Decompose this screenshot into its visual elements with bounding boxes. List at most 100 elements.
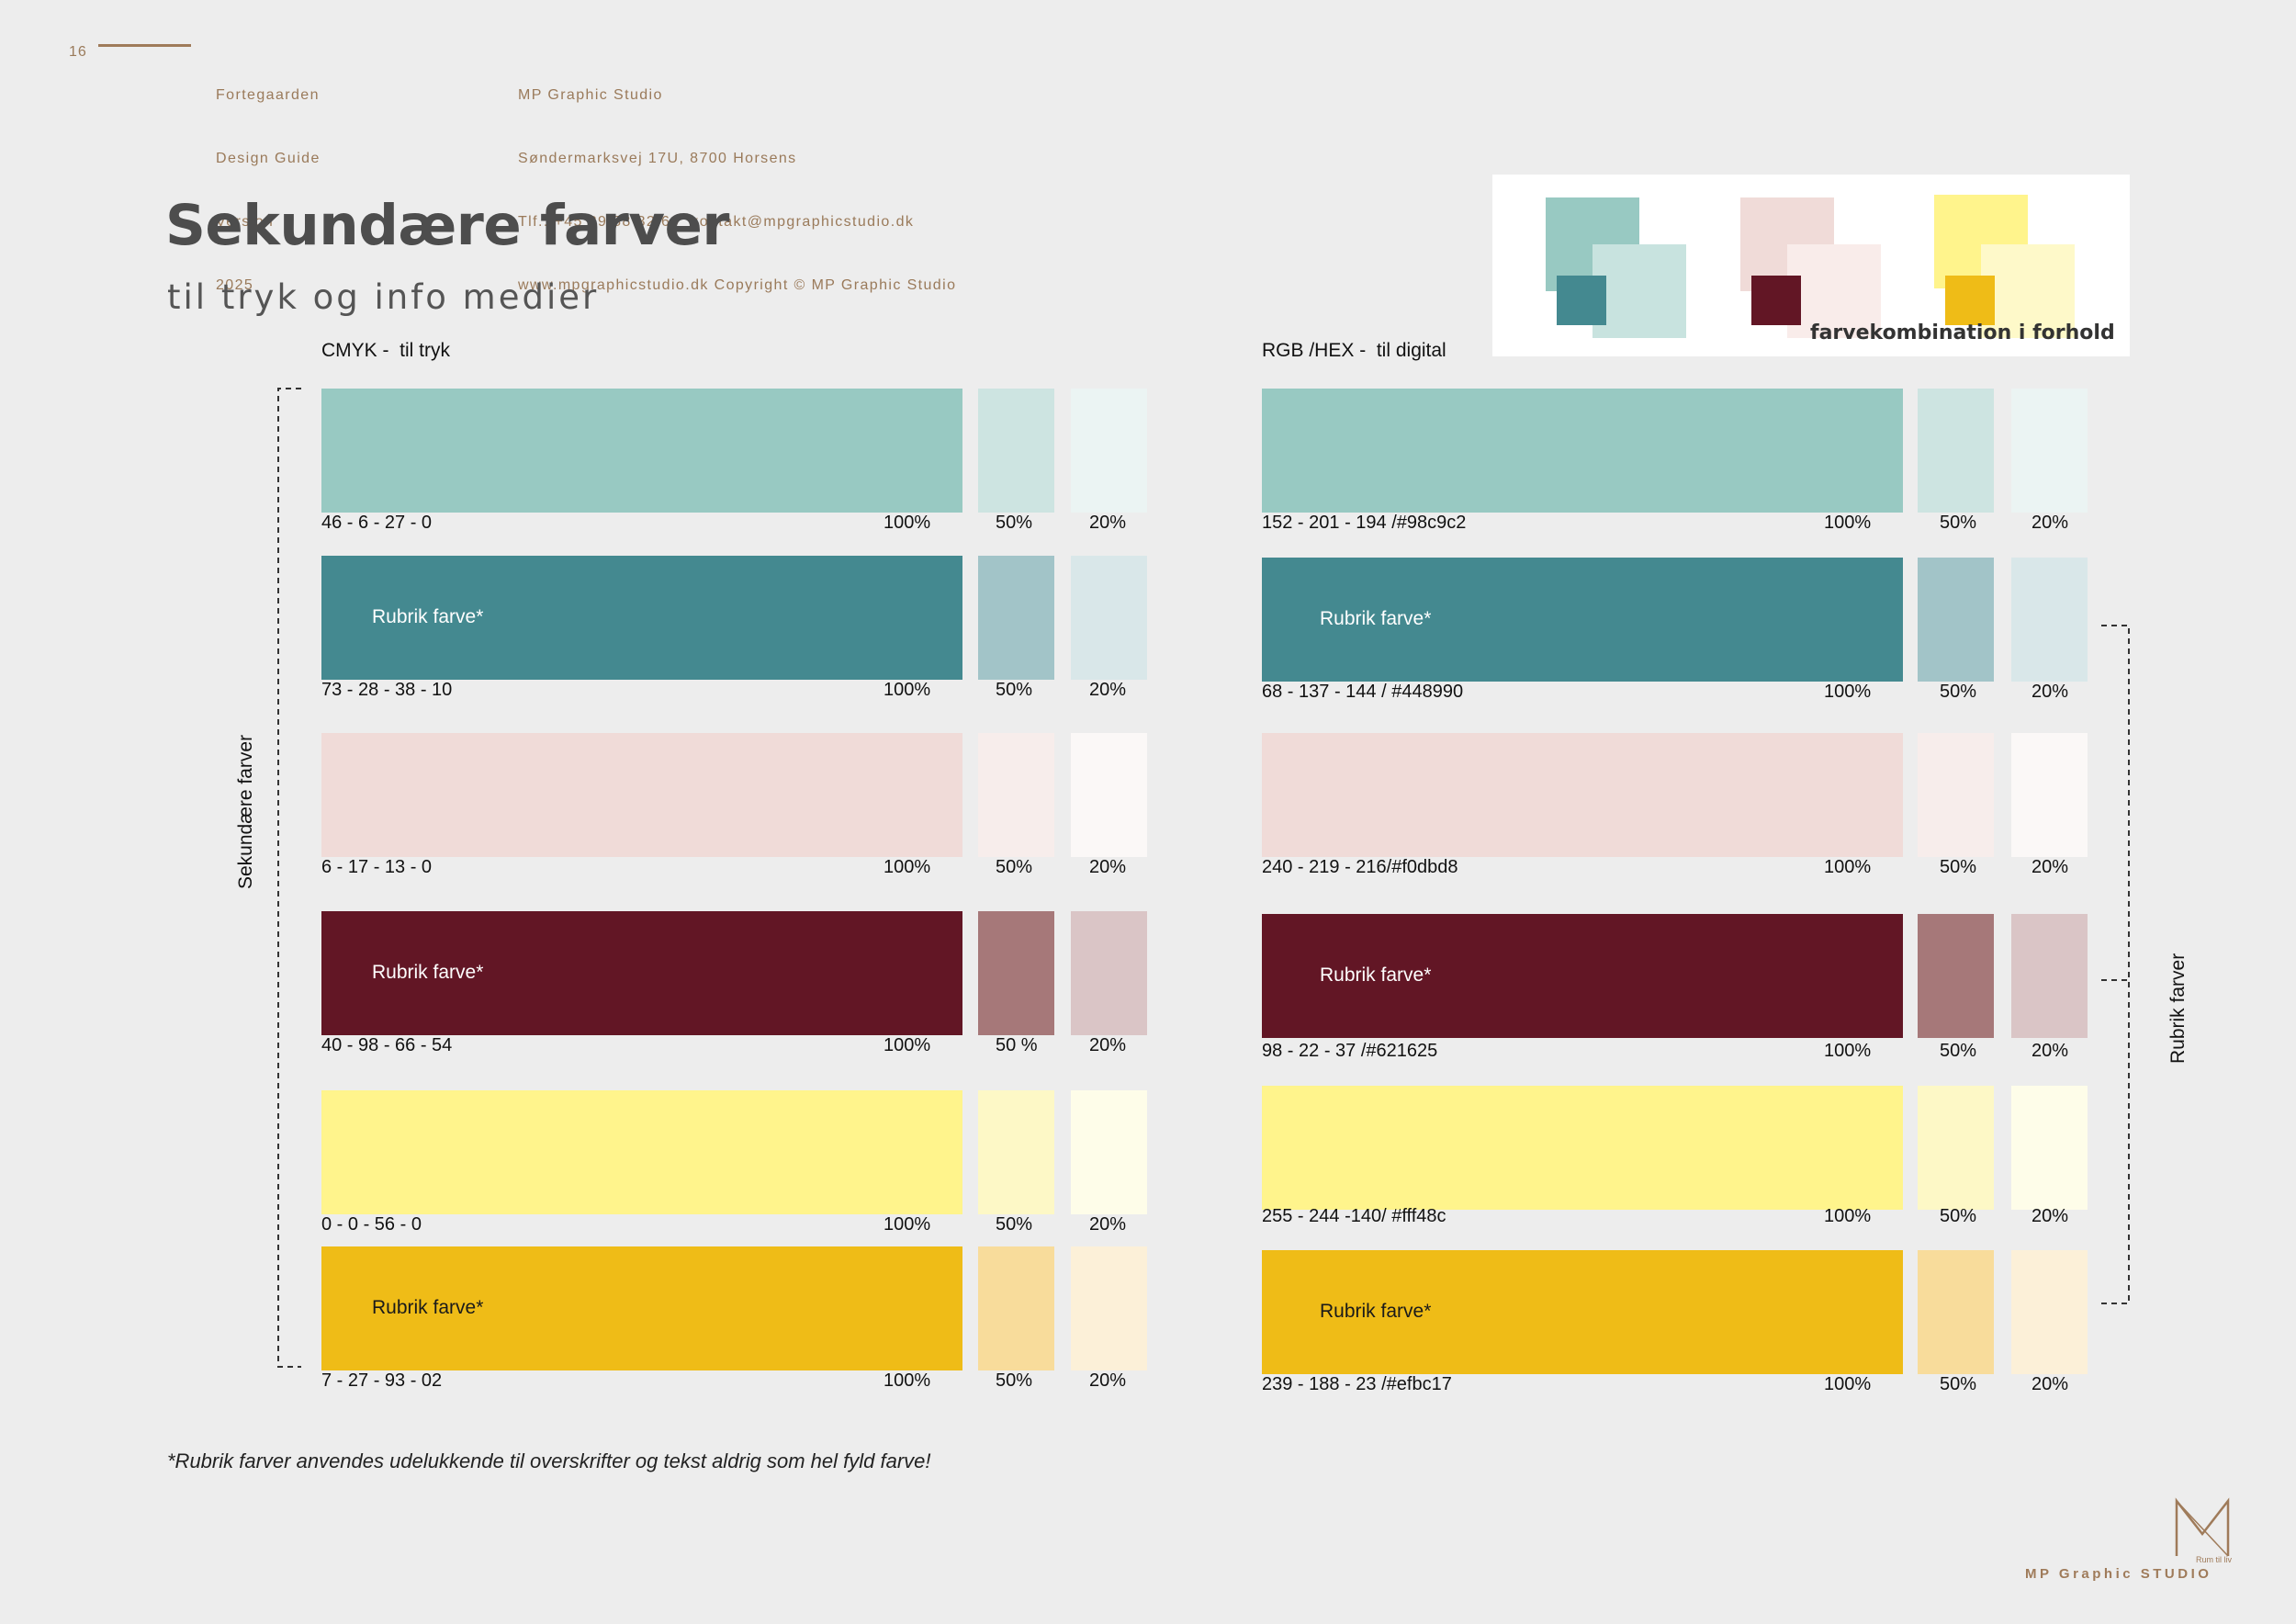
combo-swatch-rose-pale bbox=[1787, 244, 1881, 338]
swatch-100 bbox=[321, 556, 962, 680]
left-bracket-label: Sekundære farver bbox=[235, 734, 256, 889]
swatch-20 bbox=[2011, 914, 2088, 1038]
swatch-20 bbox=[1071, 1090, 1147, 1214]
swatch-100 bbox=[1262, 914, 1903, 1038]
percent-label: 20% bbox=[2032, 1041, 2069, 1061]
combo-swatch-teal-pale bbox=[1593, 244, 1686, 338]
swatch-50 bbox=[978, 733, 1054, 857]
swatch-50 bbox=[978, 1090, 1054, 1214]
studio-info: MP Graphic Studio Søndermarksvej 17U, 87… bbox=[518, 42, 956, 317]
doc-info-line: 2025 bbox=[216, 277, 254, 293]
color-code: 6 - 17 - 13 - 0 bbox=[321, 857, 433, 877]
percent-label: 50% bbox=[1940, 1374, 1977, 1394]
color-code: 40 - 98 - 66 - 54 bbox=[321, 1035, 453, 1055]
percent-label: 50% bbox=[1940, 1206, 1977, 1226]
logo-tagline: Rum til liv bbox=[2195, 1555, 2232, 1564]
swatch-100 bbox=[1262, 389, 1903, 513]
percent-label: 50% bbox=[1940, 1041, 1977, 1061]
swatch-100 bbox=[321, 1090, 962, 1214]
swatch-20 bbox=[1071, 556, 1147, 680]
studio-info-line: Tlf.: +45 29 88 32 69 kontakt@mpgraphics… bbox=[518, 214, 915, 230]
swatch-50 bbox=[1918, 558, 1994, 682]
rgb-heading: RGB /HEX - til digital bbox=[1262, 340, 1446, 361]
color-code: 98 - 22 - 37 /#621625 bbox=[1262, 1041, 1438, 1061]
combo-swatch-yellow-pale bbox=[1981, 244, 2075, 338]
swatch-100 bbox=[321, 389, 962, 513]
percent-label: 50% bbox=[996, 857, 1033, 877]
swatch-20 bbox=[1071, 733, 1147, 857]
page-title: Sekundære farver bbox=[165, 193, 730, 258]
swatch-20 bbox=[1071, 389, 1147, 513]
percent-label: 50% bbox=[1940, 513, 1977, 533]
footnote: *Rubrik farver anvendes udelukkende til … bbox=[167, 1449, 931, 1472]
percent-label: 50 % bbox=[996, 1035, 1038, 1055]
swatch-100 bbox=[321, 733, 962, 857]
studio-info-line: MP Graphic Studio bbox=[518, 87, 663, 103]
percent-label: 20% bbox=[1089, 680, 1127, 700]
combination-box: farvekombination i forhold bbox=[1492, 175, 2130, 356]
color-code: 46 - 6 - 27 - 0 bbox=[321, 513, 433, 533]
page-subtitle: til tryk og info medier bbox=[167, 277, 600, 317]
percent-label: 100% bbox=[884, 857, 931, 877]
percent-label: 20% bbox=[2032, 1206, 2069, 1226]
color-code: 7 - 27 - 93 - 02 bbox=[321, 1370, 443, 1391]
header-rule bbox=[98, 44, 191, 47]
rubrik-label: Rubrik farve* bbox=[1320, 607, 1432, 629]
swatch-100 bbox=[1262, 733, 1903, 857]
color-code: 239 - 188 - 23 /#efbc17 bbox=[1262, 1374, 1452, 1394]
swatch-20 bbox=[1071, 911, 1147, 1035]
swatch-20 bbox=[2011, 389, 2088, 513]
percent-label: 50% bbox=[996, 1370, 1033, 1391]
studio-info-line: Søndermarksvej 17U, 8700 Horsens bbox=[518, 151, 797, 166]
percent-label: 50% bbox=[996, 513, 1033, 533]
rubrik-label: Rubrik farve* bbox=[372, 1296, 484, 1318]
color-code: 152 - 201 - 194 /#98c9c2 bbox=[1262, 513, 1467, 533]
swatch-20 bbox=[2011, 1086, 2088, 1210]
color-code: 240 - 219 - 216/#f0dbd8 bbox=[1262, 857, 1458, 877]
color-code: 255 - 244 -140/ #fff48c bbox=[1262, 1206, 1446, 1226]
percent-label: 50% bbox=[1940, 857, 1977, 877]
percent-label: 100% bbox=[1824, 1206, 1872, 1226]
swatch-50 bbox=[1918, 1086, 1994, 1210]
percent-label: 20% bbox=[1089, 1214, 1127, 1235]
swatch-50 bbox=[978, 389, 1054, 513]
percent-label: 100% bbox=[1824, 1041, 1872, 1061]
swatch-50 bbox=[978, 1246, 1054, 1370]
combo-swatch-burgundy bbox=[1751, 276, 1801, 325]
mp-logo-icon bbox=[2175, 1497, 2230, 1557]
rubrik-label: Rubrik farve* bbox=[1320, 1300, 1432, 1322]
swatch-50 bbox=[1918, 733, 1994, 857]
swatch-50 bbox=[978, 911, 1054, 1035]
studio-info-line: www.mpgraphicstudio.dk Copyright © MP Gr… bbox=[518, 277, 957, 293]
swatch-100 bbox=[1262, 1250, 1903, 1374]
swatch-50 bbox=[1918, 914, 1994, 1038]
left-bracket bbox=[277, 388, 301, 1368]
swatch-20 bbox=[2011, 733, 2088, 857]
percent-label: 20% bbox=[1089, 513, 1127, 533]
percent-label: 20% bbox=[1089, 1035, 1127, 1055]
swatch-50 bbox=[1918, 1250, 1994, 1374]
percent-label: 20% bbox=[2032, 857, 2069, 877]
color-code: 0 - 0 - 56 - 0 bbox=[321, 1214, 422, 1235]
doc-info-line: Fortegaarden bbox=[216, 87, 320, 103]
doc-info: Fortegaarden Design Guide Version 2025 bbox=[216, 42, 321, 317]
right-bracket-label: Rubrik farver bbox=[2167, 953, 2189, 1064]
percent-label: 100% bbox=[884, 1370, 931, 1391]
swatch-50 bbox=[978, 556, 1054, 680]
right-bracket bbox=[2101, 625, 2130, 1304]
percent-label: 100% bbox=[884, 1035, 931, 1055]
swatch-100 bbox=[1262, 558, 1903, 682]
percent-label: 100% bbox=[884, 1214, 931, 1235]
percent-label: 20% bbox=[2032, 682, 2069, 702]
rubrik-label: Rubrik farve* bbox=[1320, 964, 1432, 986]
swatch-20 bbox=[2011, 558, 2088, 682]
swatch-100 bbox=[1262, 1086, 1903, 1210]
percent-label: 100% bbox=[1824, 1374, 1872, 1394]
percent-label: 50% bbox=[996, 1214, 1033, 1235]
swatch-50 bbox=[1918, 389, 1994, 513]
swatch-100 bbox=[321, 1246, 962, 1370]
percent-label: 100% bbox=[884, 680, 931, 700]
doc-info-line: Version bbox=[216, 214, 275, 230]
combo-swatch-gold bbox=[1945, 276, 1995, 325]
page-number: 16 bbox=[69, 44, 87, 60]
